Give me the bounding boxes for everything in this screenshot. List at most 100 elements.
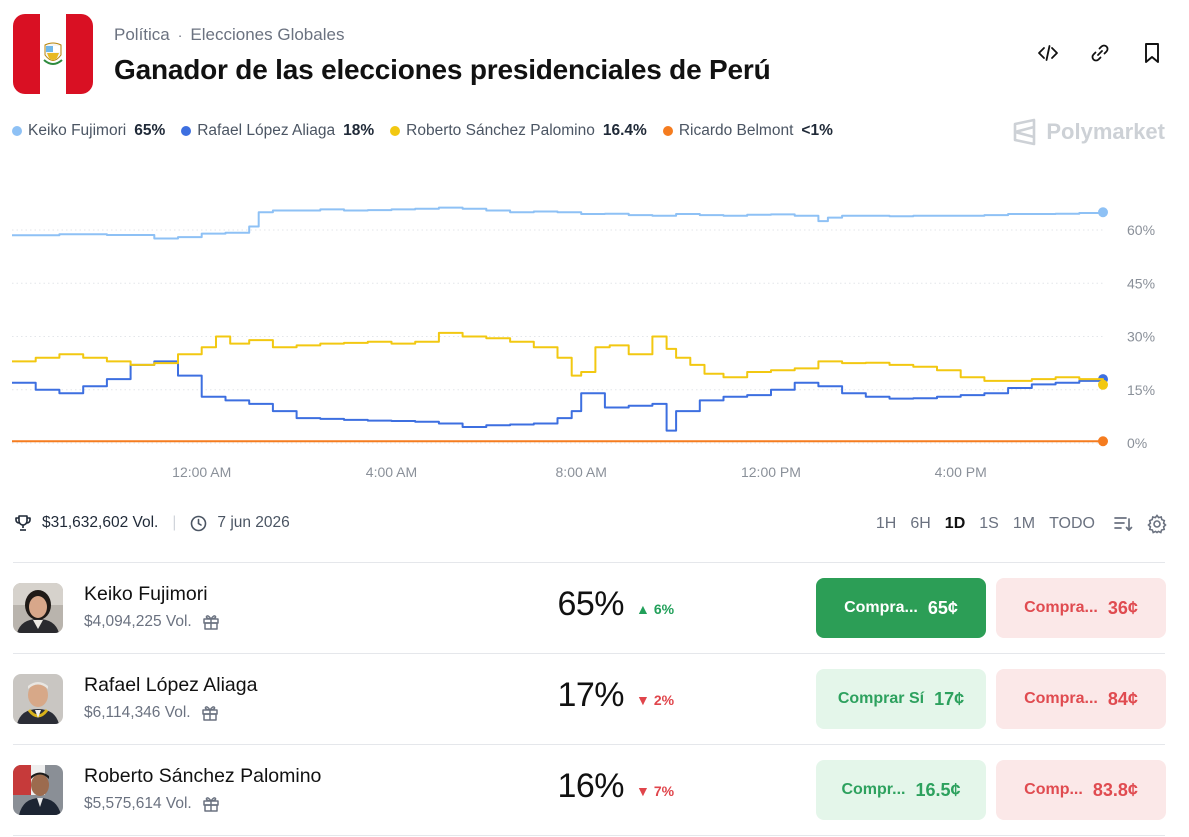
legend-dot bbox=[662, 126, 673, 136]
outcome-volume-value: $5,575,614 Vol. bbox=[84, 795, 192, 812]
avatar-keiko bbox=[13, 583, 63, 633]
outcome-row-roberto[interactable]: Roberto Sánchez Palomino $5,575,614 Vol.… bbox=[0, 745, 1189, 835]
buy-yes-button[interactable]: Compr... 16.5¢ bbox=[816, 760, 986, 820]
buy-no-price: 36¢ bbox=[1107, 597, 1138, 618]
legend-item-rafael: Rafael López Aliaga 18% bbox=[181, 122, 374, 140]
legend-value: <1% bbox=[801, 122, 833, 139]
buy-no-price: 83.8¢ bbox=[1092, 779, 1138, 800]
outcome-probability: 16% bbox=[557, 767, 624, 805]
gift-icon[interactable] bbox=[202, 795, 220, 813]
series-line-0 bbox=[12, 206, 1104, 240]
range-todo[interactable]: TODO bbox=[1049, 515, 1095, 532]
legend-label: Rafael López Aliaga bbox=[197, 122, 336, 139]
avatar-rafael bbox=[13, 674, 63, 724]
outcome-name[interactable]: Roberto Sánchez Palomino bbox=[84, 765, 322, 787]
buy-yes-price: 17¢ bbox=[934, 688, 965, 709]
header-actions bbox=[1035, 40, 1165, 66]
brand-name: Polymarket bbox=[1046, 119, 1165, 144]
peru-flag-image bbox=[13, 14, 93, 94]
outcome-volume: $6,114,346 Vol. bbox=[84, 704, 219, 722]
coat-of-arms-icon bbox=[43, 42, 63, 65]
gift-icon[interactable] bbox=[201, 704, 219, 722]
outcome-name[interactable]: Rafael López Aliaga bbox=[84, 674, 258, 696]
breadcrumb-separator: · bbox=[177, 27, 183, 43]
buy-yes-price: 65¢ bbox=[927, 597, 958, 618]
legend-dot bbox=[181, 126, 192, 136]
range-1m[interactable]: 1M bbox=[1012, 515, 1036, 532]
legend-item-roberto: Roberto Sánchez Palomino 16.4% bbox=[390, 122, 647, 140]
outcome-change-value: 6% bbox=[653, 601, 675, 617]
buy-no-label: Compra... bbox=[1024, 599, 1098, 616]
range-6h[interactable]: 6H bbox=[910, 515, 931, 532]
breadcrumb: Política · Elecciones Globales bbox=[114, 25, 344, 45]
market-stats: $31,632,602 Vol. | 7 jun 2026 bbox=[14, 514, 290, 532]
polymarket-icon bbox=[1014, 118, 1036, 146]
embed-icon[interactable] bbox=[1035, 40, 1061, 66]
buy-no-button[interactable]: Compra... 84¢ bbox=[996, 669, 1166, 729]
triangle-down-icon: ▼ bbox=[636, 783, 650, 799]
legend-label: Ricardo Belmont bbox=[678, 122, 794, 139]
buy-yes-label: Compra... bbox=[844, 599, 918, 616]
outcome-row-rafael[interactable]: Rafael López Aliaga $6,114,346 Vol. 17% … bbox=[0, 654, 1189, 744]
legend-value: 65% bbox=[134, 122, 166, 139]
time-range-selector: 1H 6H 1D 1S 1M TODO bbox=[876, 514, 1167, 534]
x-tick-label: 12:00 PM bbox=[741, 464, 801, 480]
outcome-volume-value: $6,114,346 Vol. bbox=[84, 704, 191, 721]
outcome-row-keiko[interactable]: Keiko Fujimori $4,094,225 Vol. 65% ▲ 6% … bbox=[0, 563, 1189, 653]
y-tick-label: 0% bbox=[1127, 435, 1147, 451]
sort-icon[interactable] bbox=[1113, 515, 1133, 533]
total-volume: $31,632,602 Vol. bbox=[42, 514, 159, 531]
avatar-roberto bbox=[13, 765, 63, 815]
end-date: 7 jun 2026 bbox=[217, 514, 290, 531]
outcome-volume: $5,575,614 Vol. bbox=[84, 795, 220, 813]
clock-icon bbox=[191, 515, 207, 531]
outcome-probability: 17% bbox=[557, 676, 624, 714]
price-history-chart[interactable]: 60% 45% 30% 15% 0% 12:00 AM 4:00 AM 8:00 AM 12:0… bbox=[0, 150, 1189, 490]
polymarket-logo: Polymarket bbox=[1012, 118, 1165, 146]
gift-icon[interactable] bbox=[202, 613, 220, 631]
y-tick-label: 60% bbox=[1127, 222, 1155, 238]
range-1h[interactable]: 1H bbox=[875, 515, 897, 532]
buy-no-button[interactable]: Compra... 36¢ bbox=[996, 578, 1166, 638]
series-line-2 bbox=[12, 331, 1104, 385]
outcome-volume-value: $4,094,225 Vol. bbox=[84, 613, 192, 630]
outcome-change: ▼ 2% bbox=[636, 692, 674, 708]
divider bbox=[13, 562, 1165, 563]
divider bbox=[13, 653, 1165, 654]
divider bbox=[13, 835, 1165, 836]
divider bbox=[13, 744, 1165, 745]
buy-yes-button[interactable]: Comprar Sí 17¢ bbox=[816, 669, 986, 729]
link-icon[interactable] bbox=[1087, 40, 1113, 66]
y-tick-label: 30% bbox=[1127, 329, 1155, 345]
outcome-change: ▼ 7% bbox=[636, 783, 674, 799]
buy-no-button[interactable]: Comp... 83.8¢ bbox=[996, 760, 1166, 820]
legend-item-keiko: Keiko Fujimori 65% bbox=[12, 122, 165, 140]
outcome-name[interactable]: Keiko Fujimori bbox=[84, 583, 208, 605]
legend-value: 18% bbox=[343, 122, 375, 139]
legend-item-ricardo: Ricardo Belmont <1% bbox=[662, 122, 833, 140]
bookmark-icon[interactable] bbox=[1139, 40, 1165, 66]
outcome-change-value: 7% bbox=[653, 783, 675, 799]
trophy-icon bbox=[15, 515, 31, 531]
outcome-change: ▲ 6% bbox=[636, 601, 674, 617]
breadcrumb-politica[interactable]: Política bbox=[114, 25, 170, 44]
buy-yes-button[interactable]: Compra... 65¢ bbox=[816, 578, 986, 638]
range-1s[interactable]: 1S bbox=[979, 515, 999, 532]
outcome-probability: 65% bbox=[557, 585, 624, 623]
y-tick-label: 15% bbox=[1127, 382, 1155, 398]
breadcrumb-elecciones-globales[interactable]: Elecciones Globales bbox=[190, 25, 345, 44]
settings-gear-icon[interactable] bbox=[1147, 514, 1167, 534]
market-header: Política · Elecciones Globales Ganador d… bbox=[0, 0, 1189, 110]
legend-value: 16.4% bbox=[602, 122, 647, 139]
buy-no-label: Comp... bbox=[1024, 781, 1083, 798]
buy-yes-label: Comprar Sí bbox=[837, 690, 925, 707]
buy-no-label: Compra... bbox=[1024, 690, 1098, 707]
legend-dot bbox=[12, 126, 22, 136]
series-line-1 bbox=[12, 360, 1104, 432]
legend-label: Keiko Fujimori bbox=[28, 122, 127, 139]
range-1d[interactable]: 1D bbox=[944, 515, 966, 532]
y-tick-label: 45% bbox=[1127, 275, 1155, 291]
series-endpoint-2 bbox=[1098, 379, 1108, 390]
buy-yes-label: Compr... bbox=[841, 781, 906, 798]
series-endpoint-0 bbox=[1098, 207, 1108, 218]
